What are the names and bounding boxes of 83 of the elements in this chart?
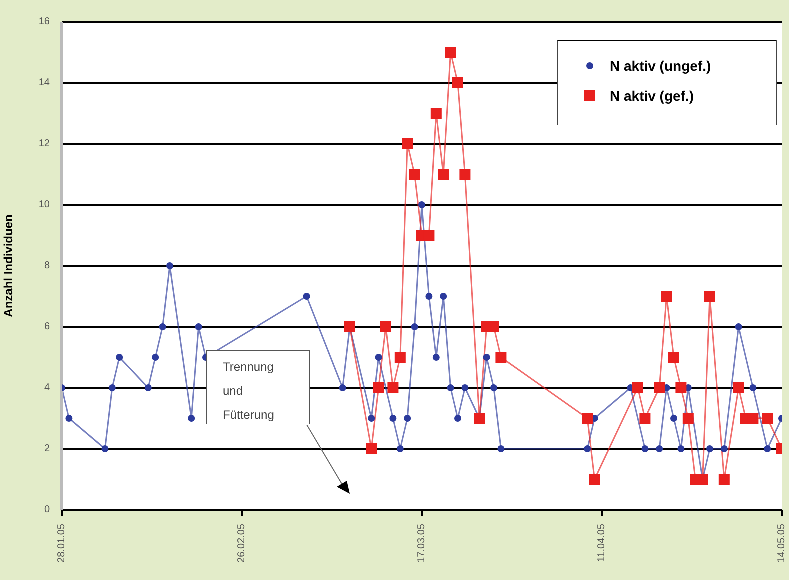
y-tick-label: 2 <box>44 444 50 454</box>
point <box>394 352 406 363</box>
point <box>462 384 469 392</box>
point <box>678 446 685 452</box>
point <box>430 108 442 119</box>
point <box>460 169 471 180</box>
callout-box: Trennung und Fütterung <box>206 350 310 424</box>
point <box>375 354 382 361</box>
point <box>483 354 490 361</box>
point <box>682 413 694 424</box>
y-tick-label: 8 <box>44 260 50 272</box>
x-tick-label: 17.03.05 <box>416 524 428 563</box>
point <box>108 384 116 392</box>
point <box>656 446 664 452</box>
point <box>438 169 450 180</box>
point <box>366 444 378 454</box>
point <box>718 474 730 485</box>
point <box>426 293 433 300</box>
point <box>440 293 448 300</box>
point <box>390 415 397 422</box>
point <box>496 352 507 363</box>
point <box>582 413 594 424</box>
point <box>195 324 202 330</box>
legend-label: N aktiv (gef.) <box>610 88 694 104</box>
x-tick-label: 26.02.05 <box>236 524 248 563</box>
point <box>339 384 346 392</box>
x-tick-label: 11.04.05 <box>596 524 608 562</box>
point <box>66 415 73 422</box>
point <box>445 47 456 58</box>
point <box>584 446 592 452</box>
point <box>409 169 420 180</box>
point <box>490 384 498 392</box>
y-tick-label: 4 <box>44 382 50 394</box>
point <box>411 324 418 330</box>
y-tick-label: 16 <box>38 16 50 28</box>
legend-label: N aktiv (ungef.) <box>610 58 712 74</box>
point <box>452 78 464 88</box>
y-tick-label: 0 <box>44 504 50 516</box>
point <box>668 352 680 363</box>
point <box>432 354 440 361</box>
point <box>676 382 687 394</box>
point <box>640 413 651 424</box>
point <box>116 354 124 361</box>
point <box>388 382 399 394</box>
point <box>764 446 772 452</box>
point <box>418 202 426 208</box>
point <box>704 291 716 302</box>
point <box>402 138 414 150</box>
point <box>589 474 600 485</box>
point <box>733 382 744 394</box>
point <box>447 384 454 392</box>
point <box>380 322 392 332</box>
annotation: Trennung und Fütterung <box>223 359 276 424</box>
point <box>396 446 404 452</box>
point <box>632 382 644 394</box>
point <box>762 413 774 424</box>
point <box>188 415 196 422</box>
point <box>750 384 757 392</box>
point <box>373 382 384 394</box>
point <box>303 293 310 300</box>
point <box>368 415 376 422</box>
point <box>404 415 412 422</box>
point <box>144 384 152 392</box>
y-tick-label: 12 <box>38 138 50 150</box>
y-tick-label: 10 <box>38 200 50 210</box>
point <box>454 415 462 422</box>
y-axis-title: Anzahl Individuen <box>1 214 16 318</box>
point <box>670 415 678 422</box>
point <box>102 446 109 452</box>
point <box>498 446 505 452</box>
y-tick-label: 14 <box>38 78 50 88</box>
point <box>166 262 174 270</box>
x-tick-label: 14.05.05 <box>776 524 788 563</box>
point <box>159 324 166 330</box>
point <box>720 446 728 452</box>
y-tick-label: 6 <box>44 322 50 332</box>
point <box>706 446 714 452</box>
point <box>152 354 160 361</box>
point <box>661 291 672 302</box>
point <box>735 324 742 330</box>
point <box>642 446 649 452</box>
point <box>654 382 666 394</box>
x-tick-label: 28.01.05 <box>56 524 68 563</box>
